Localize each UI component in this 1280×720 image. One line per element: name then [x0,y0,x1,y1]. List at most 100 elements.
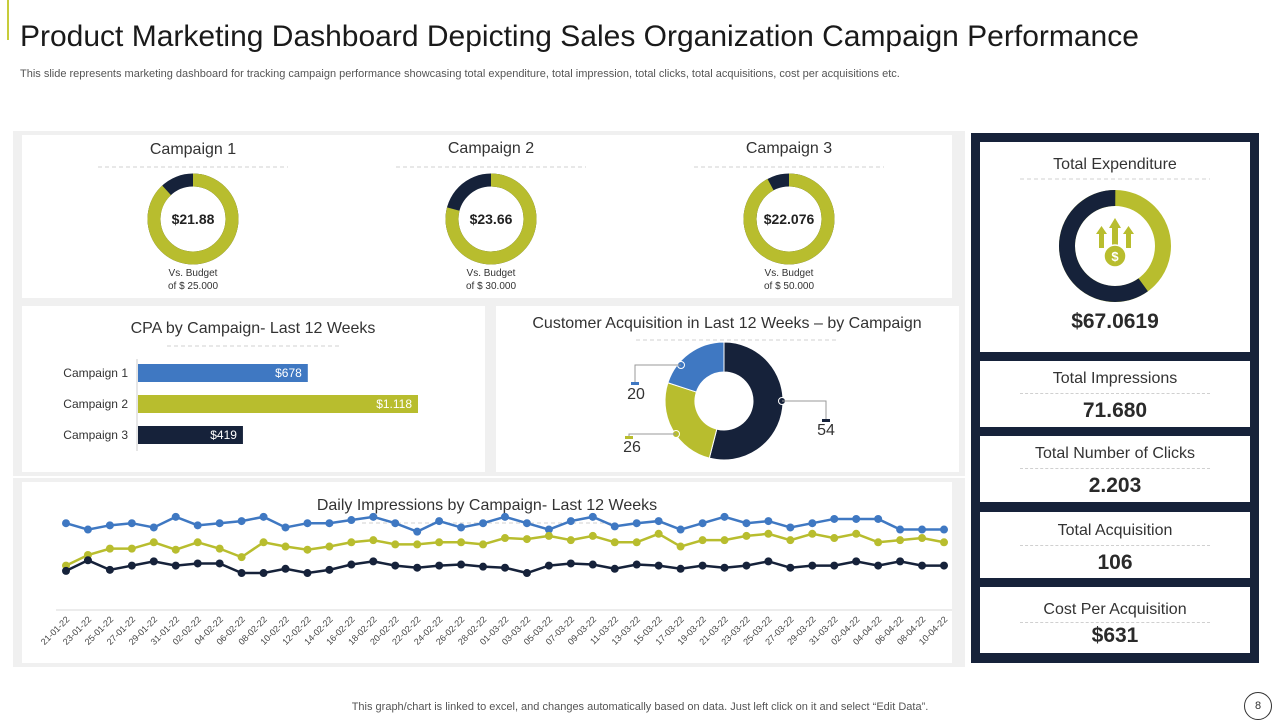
impressions-point [391,519,400,528]
impressions-point [896,525,905,534]
impressions-point [105,565,114,574]
impressions-point [698,536,707,545]
campaign-gauge-fill [743,173,835,265]
acquisition-label: 26 [623,439,641,456]
impressions-point [588,560,597,569]
impressions-point [303,545,312,554]
impressions-point [413,563,422,572]
impressions-point [62,519,70,528]
impressions-point [457,538,466,547]
impressions-point [237,569,246,578]
impressions-point [193,538,202,547]
impressions-point [171,512,180,521]
impressions-point [808,561,817,570]
page-title: Product Marketing Dashboard Depicting Sa… [20,20,1139,53]
impressions-point [501,534,509,543]
clicks-label: Total Number of Clicks [1034,445,1196,462]
impressions-point [698,519,707,528]
impressions-point [259,512,268,521]
impressions-point [764,517,773,526]
campaign-note: Vs. Budget [169,268,218,279]
impressions-point [105,544,114,553]
impressions-point [874,561,883,570]
impressions-line-chart: Daily Impressions by Campaign- Last 12 W… [39,497,952,647]
impressions-point [303,569,312,578]
impressions-point [830,514,839,523]
impressions-point [940,561,948,570]
impressions-point [215,519,224,528]
impressions-point [874,538,883,547]
cpa-category-label: Campaign 1 [63,366,128,380]
cpa-category-label: Campaign 2 [63,397,128,411]
impressions-point [325,519,334,528]
cpa-stat-box: Cost Per Acquisition $631 [980,587,1250,653]
impressions-point [303,519,312,528]
impressions-point [522,519,531,528]
clicks-box: Total Number of Clicks 2.203 [980,436,1250,502]
campaign-title: Campaign 3 [746,140,832,157]
impressions-point [171,545,180,554]
impressions-point [347,538,356,547]
impressions-point [566,536,575,545]
impressions-point [457,523,466,532]
impressions-point [544,525,553,534]
impressions-chart-title: Daily Impressions by Campaign- Last 12 W… [317,497,657,514]
impressions-point [457,560,466,569]
svg-text:$: $ [1111,249,1119,264]
impressions-point [193,559,202,568]
impressions-point [259,569,268,578]
acquisition-card: Customer Acquisition in Last 12 Weeks – … [496,306,959,472]
impressions-point [369,512,378,521]
impressions-point [566,559,575,568]
impressions-point [742,531,751,540]
acquisition-slice [667,341,725,393]
impressions-point [259,538,268,547]
impressions-point [193,521,202,530]
impressions-point [808,529,817,538]
clicks-value: 2.203 [1088,474,1142,497]
impressions-point [654,517,663,526]
acquisition-legend-swatch [625,436,633,439]
impressions-point [918,561,927,570]
impressions-point [215,559,224,568]
impressions-point [676,564,685,573]
impressions-point [742,561,751,570]
impressions-point [105,521,114,530]
impressions-point [654,561,663,570]
impressions-point [786,523,795,532]
impressions-point [632,519,641,528]
campaign-gauge-fill [147,173,239,265]
impressions-point [325,542,334,551]
impressions-point [720,536,729,545]
impressions-point [413,540,422,549]
impressions-point [874,514,883,523]
impressions-label: Total Impressions [1052,370,1178,387]
impressions-point [698,561,707,570]
impressions-point [83,556,92,565]
campaign-budget: of $ 30.000 [466,281,516,292]
acquisition-value: 106 [1097,551,1133,574]
impressions-point [852,529,861,538]
impressions-point [127,544,136,553]
cpa-bar-label: $678 [275,366,302,380]
accent-bar [7,0,9,40]
impressions-point [896,536,905,545]
acquisition-leader [634,364,681,384]
campaign-note: Vs. Budget [467,268,516,279]
expenditure-box: Total Expenditure $ $67.0619 [980,142,1250,352]
acquisition-chart-title: Customer Acquisition in Last 12 Weeks – … [532,315,921,332]
impressions-point [918,525,927,534]
impressions-card: Daily Impressions by Campaign- Last 12 W… [22,482,952,663]
impressions-point [786,563,795,572]
cpa-bar [138,364,308,382]
campaign-gauges: Campaign 1 $21.88 Vs. Budget of $ 25.000 Cam… [98,140,884,292]
impressions-point [830,561,839,570]
impressions-point [676,542,685,551]
impressions-point [369,536,378,545]
impressions-point [281,523,290,532]
impressions-box: Total Impressions 71.680 [980,361,1250,427]
acquisition-donut-chart: Customer Acquisition in Last 12 Weeks – … [532,315,922,461]
impressions-point [237,517,246,526]
page-subtitle: This slide represents marketing dashboar… [20,68,900,80]
cpa-category-label: Campaign 3 [63,428,128,442]
